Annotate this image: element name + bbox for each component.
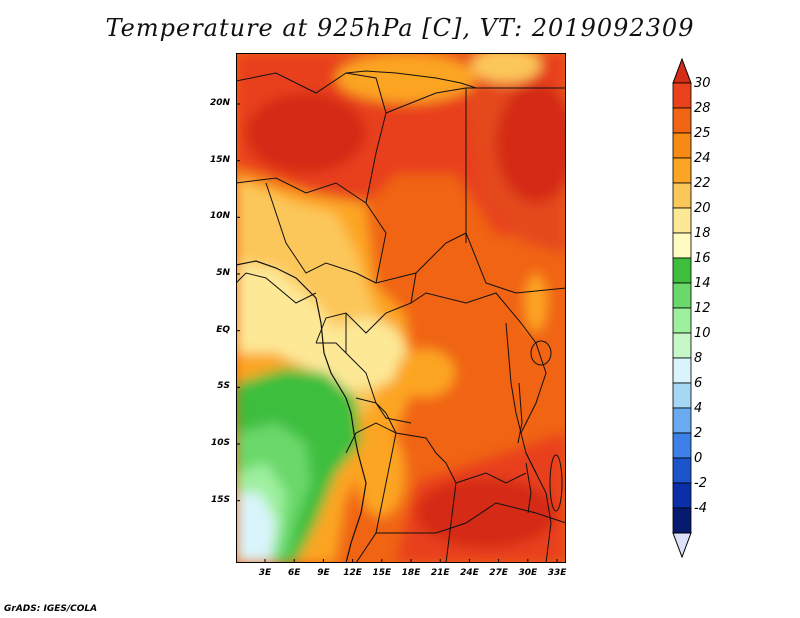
colorbar-level-label: 12 (694, 301, 711, 316)
field-east-mild (524, 273, 548, 333)
colorbar-swatch (672, 182, 692, 209)
field-angola-mild (356, 428, 406, 518)
field-congo-pale (326, 318, 406, 388)
field-max-sahara (246, 93, 366, 173)
x-tick-label: 15E (372, 568, 392, 578)
colorbar-level-label: 10 (694, 326, 711, 341)
x-tick-label: 33E (547, 568, 567, 578)
map-frame (236, 53, 566, 563)
y-tick-label: 5N (216, 268, 230, 278)
colorbar-swatch (672, 132, 692, 159)
credit-label: GrADS: IGES/COLA (4, 604, 98, 614)
colorbar-swatch (672, 507, 692, 534)
map-plot-area (236, 53, 566, 563)
colorbar-level-label: 8 (694, 351, 703, 366)
coastline (236, 260, 367, 563)
y-tick-label: 20N (209, 98, 230, 108)
colorbar-swatch (672, 332, 692, 359)
colorbar-bottom-arrow (672, 532, 692, 558)
x-tick-label: 3E (258, 568, 272, 578)
chart-title: Temperature at 925hPa [C], VT: 201909230… (105, 14, 695, 42)
colorbar-level-label: 16 (694, 251, 711, 266)
field-plateau-mild (396, 348, 456, 398)
colorbar-level-label: 30 (694, 76, 711, 91)
colorbar-swatch (672, 157, 692, 184)
y-tick-label: 10S (210, 438, 230, 448)
colorbar-level-label: 18 (694, 226, 711, 241)
colorbar-level-label: -4 (694, 501, 707, 516)
field-max-east (496, 83, 566, 203)
colorbar-swatch (672, 382, 692, 409)
colorbar-level-label: 4 (694, 401, 703, 416)
temperature-map (236, 53, 566, 563)
colorbar-swatch (672, 457, 692, 484)
lakes (517, 340, 563, 514)
country-boundaries (236, 70, 566, 563)
x-tick-label: 18E (401, 568, 421, 578)
x-tick-label: 9E (317, 568, 330, 578)
colorbar-level-label: 25 (694, 126, 711, 141)
colorbar-level-label: 20 (694, 201, 711, 216)
x-tick-label: 27E (489, 568, 508, 578)
y-tick-label: 15S (210, 494, 230, 505)
colorbar-swatch (672, 282, 692, 309)
colorbar-level-label: 14 (694, 276, 711, 291)
colorbar-top-arrow (672, 58, 692, 84)
colorbar-level-label: 28 (694, 101, 711, 116)
colorbar-swatch (672, 232, 692, 259)
colorbar-level-label: 24 (694, 151, 711, 166)
x-tick-label: 21E (430, 568, 450, 578)
colorbar-level-label: 0 (694, 451, 703, 466)
x-tick-label: 30E (518, 568, 538, 578)
y-tick-label: 15N (209, 154, 230, 165)
colorbar (672, 58, 692, 558)
colorbar-swatch (672, 107, 692, 134)
colorbar-swatch (672, 307, 692, 334)
x-tick-label: 24E (460, 568, 479, 578)
colorbar-swatch (672, 357, 692, 384)
y-tick-label: 5S (217, 381, 230, 392)
x-tick-label: 12E (343, 568, 362, 578)
colorbar-swatch (672, 257, 692, 284)
field-cool-north2 (471, 53, 541, 83)
field-ocean-cyan (236, 493, 276, 563)
colorbar-level-label: -2 (694, 476, 707, 491)
y-tick-label: 10N (209, 211, 230, 222)
field-cool-north (336, 53, 476, 103)
colorbar-swatch (672, 207, 692, 234)
colorbar-level-label: 22 (694, 176, 711, 191)
field-max-south (416, 478, 556, 548)
x-tick-label: 6E (287, 568, 301, 578)
colorbar-swatch (672, 482, 692, 509)
colorbar-level-label: 6 (694, 376, 703, 391)
colorbar-level-label: 2 (694, 426, 703, 441)
colorbar-swatch (672, 82, 692, 109)
colorbar-swatch (672, 432, 692, 459)
y-tick-label: EQ (216, 324, 230, 335)
colorbar-swatch (672, 407, 692, 434)
